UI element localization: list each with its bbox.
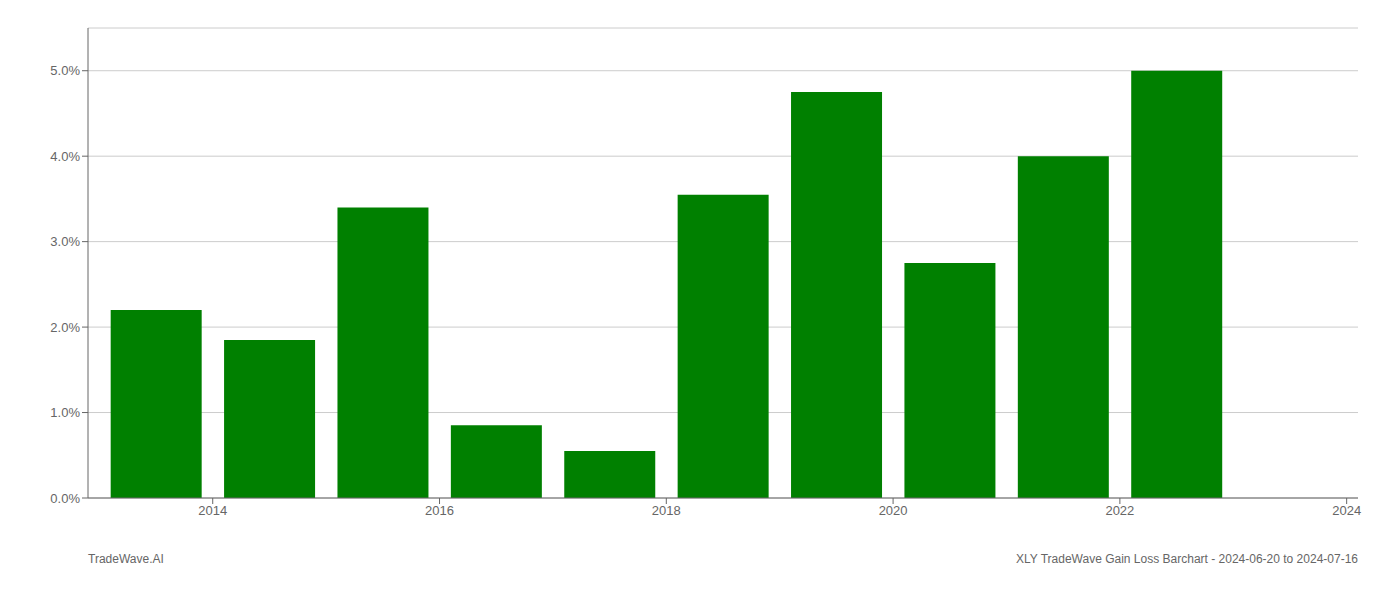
svg-text:4.0%: 4.0%: [50, 149, 80, 164]
svg-text:2.0%: 2.0%: [50, 320, 80, 335]
svg-text:2016: 2016: [425, 503, 454, 518]
svg-text:2020: 2020: [879, 503, 908, 518]
html-text:TradeWave.AI: TradeWave.AI: [88, 552, 164, 566]
svg-text:2014: 2014: [198, 503, 227, 518]
svg-text:5.0%: 5.0%: [50, 63, 80, 78]
svg-text:2018: 2018: [652, 503, 681, 518]
svg-text:2022: 2022: [1105, 503, 1134, 518]
svg-text:3.0%: 3.0%: [50, 234, 80, 249]
html-text:XLY TradeWave Gain Loss Barcha: XLY TradeWave Gain Loss Barchart - 2024-…: [1016, 552, 1358, 566]
svg-text:1.0%: 1.0%: [50, 405, 80, 420]
svg-text:0.0%: 0.0%: [50, 491, 80, 506]
svg-text:2024: 2024: [1332, 503, 1361, 518]
